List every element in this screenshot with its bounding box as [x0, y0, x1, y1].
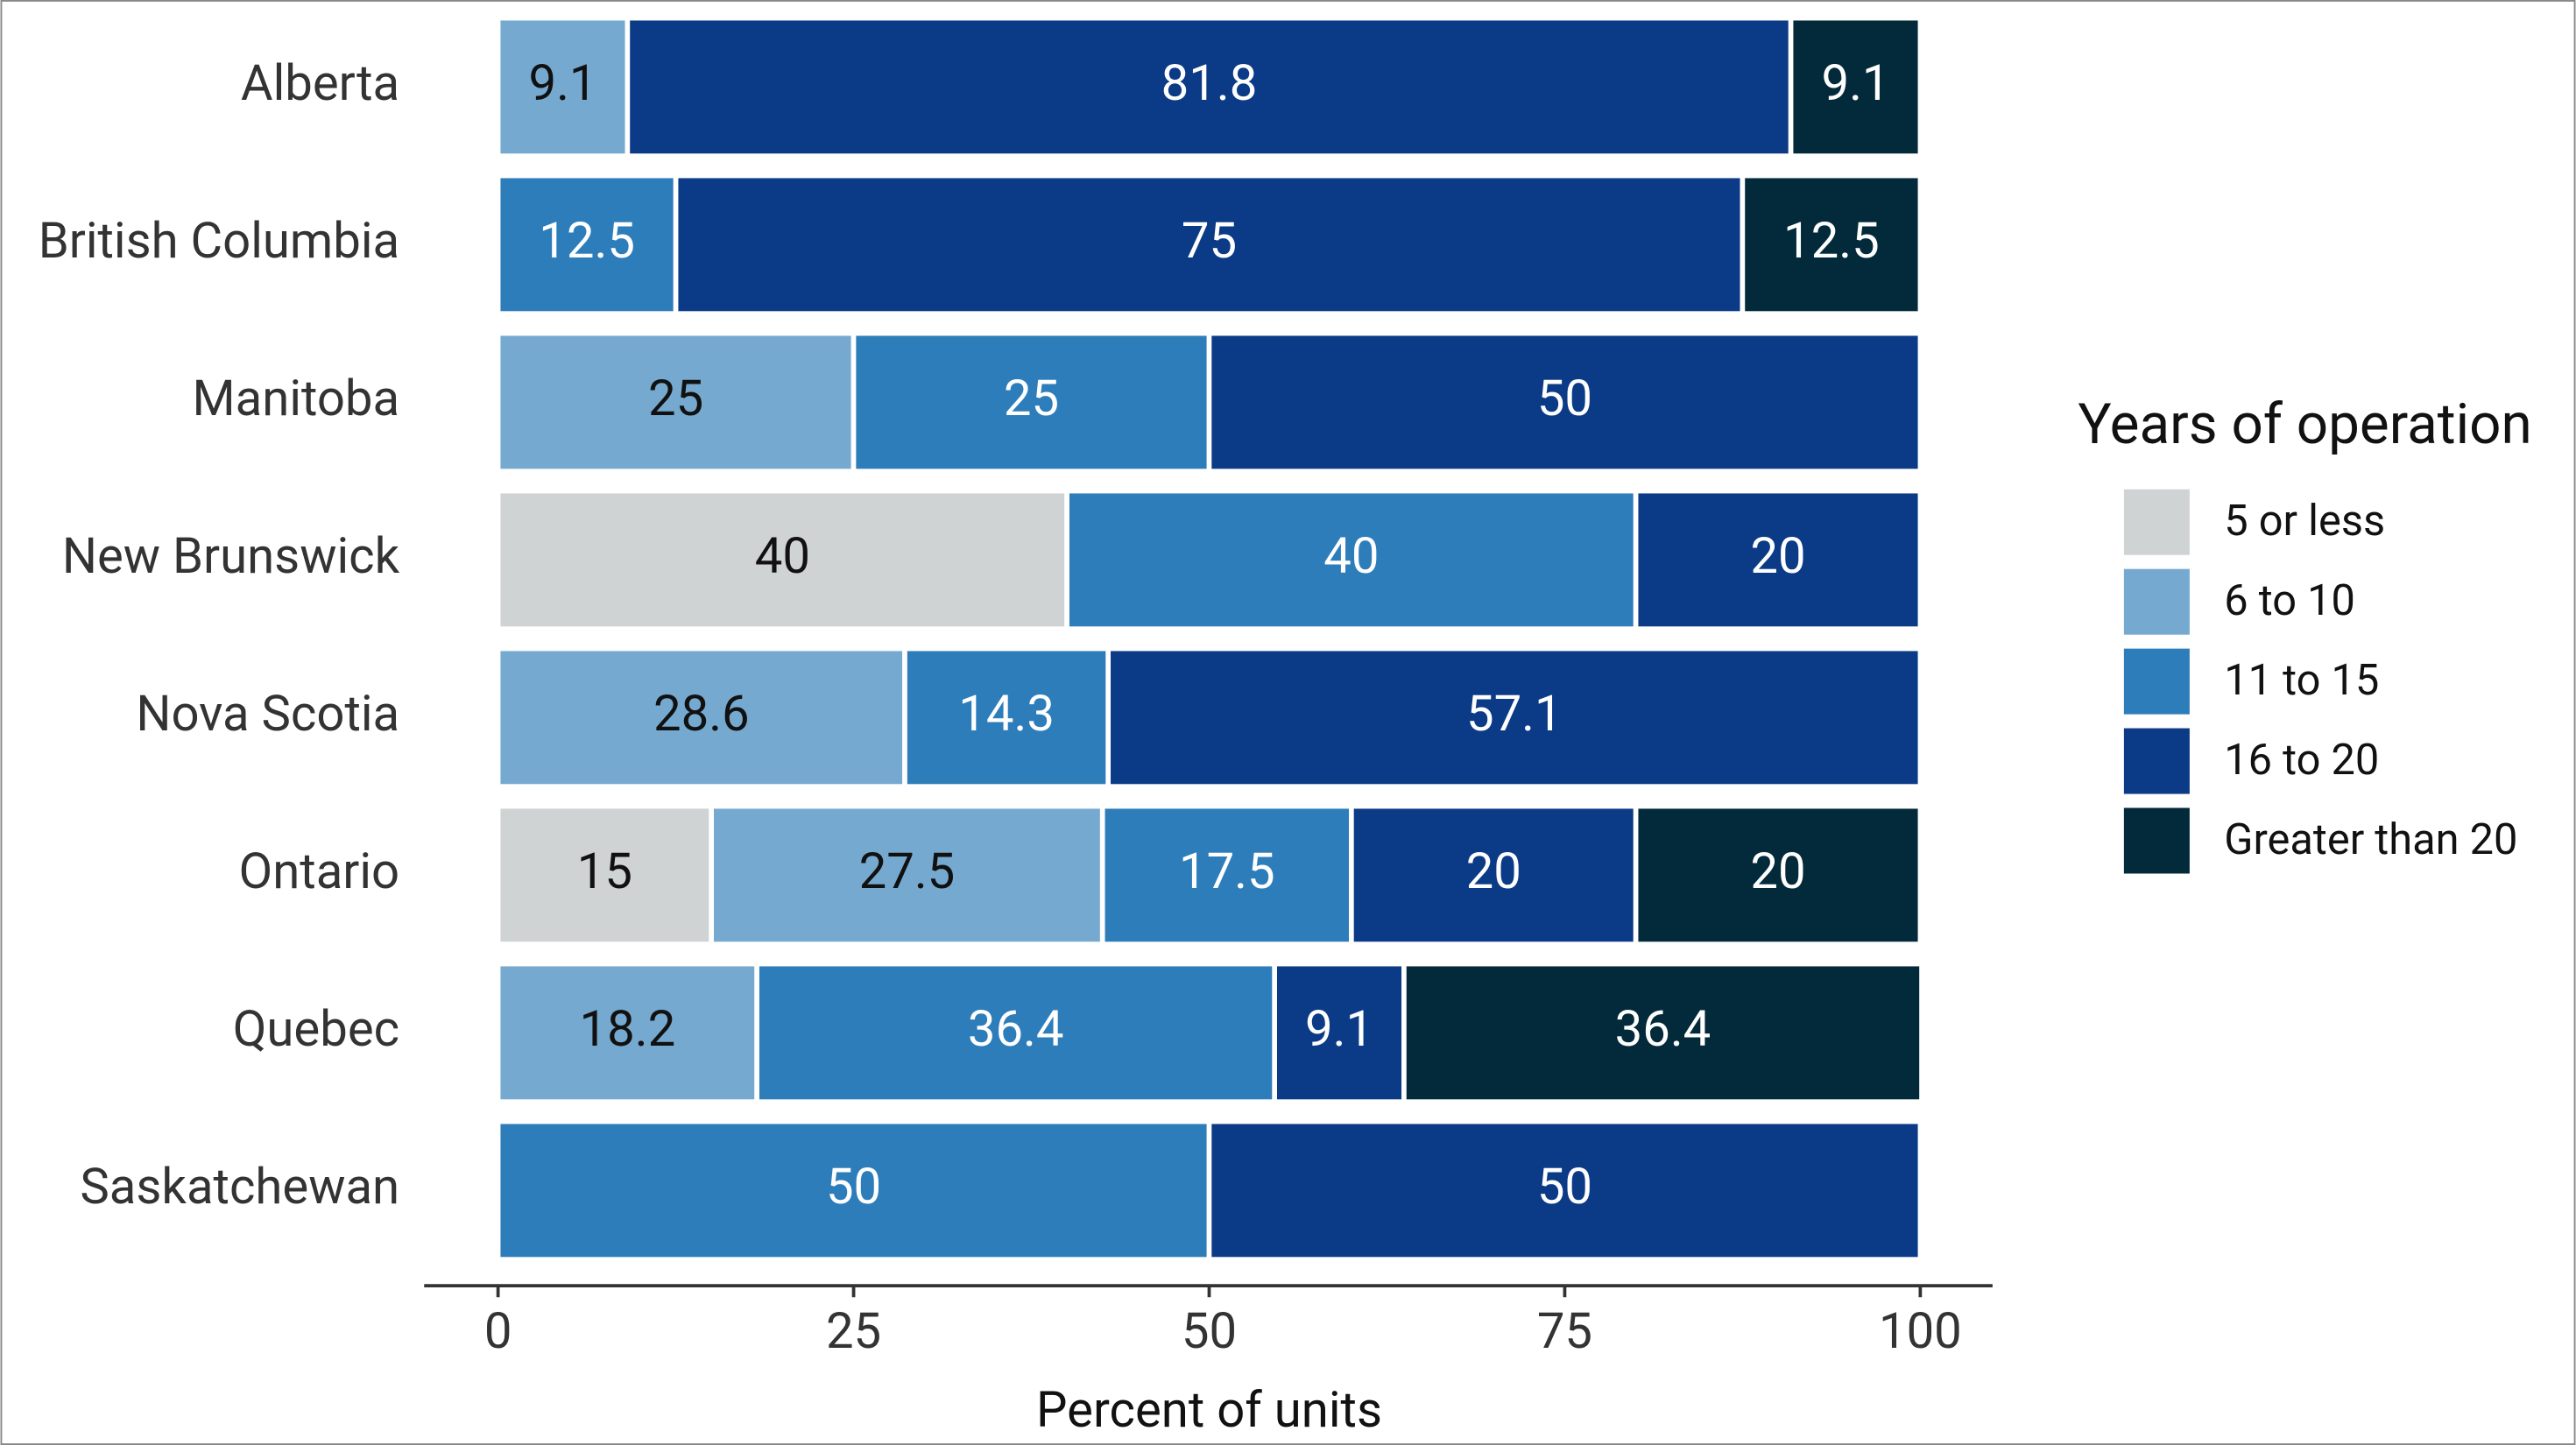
data-label: 25 — [1004, 370, 1059, 427]
data-label: 50 — [826, 1158, 881, 1216]
legend-label: Greater than 20 — [2224, 814, 2517, 864]
bar-segment — [1105, 645, 1923, 789]
legend-key — [2123, 728, 2190, 794]
y-tick-label: Saskatchewan — [80, 1158, 399, 1216]
legend-label: 16 to 20 — [2224, 735, 2379, 785]
bar-segment — [495, 645, 907, 789]
bar-segment — [673, 173, 1746, 316]
y-tick-label: British Columbia — [39, 212, 399, 270]
y-tick-label: Ontario — [239, 842, 400, 900]
y-tick-label: Quebec — [233, 1000, 399, 1058]
data-label: 12.5 — [539, 212, 635, 270]
bar-segment — [495, 1118, 1212, 1262]
bar-segment — [1401, 961, 1924, 1104]
data-label: 12.5 — [1783, 212, 1880, 270]
data-label: 20 — [1466, 842, 1521, 900]
bar-segment — [495, 488, 1069, 631]
x-tick-label: 0 — [484, 1302, 512, 1360]
data-label: 36.4 — [968, 1000, 1064, 1058]
x-tick-label: 50 — [1182, 1302, 1237, 1360]
y-tick-label: Alberta — [241, 54, 399, 112]
data-label: 18.2 — [580, 1000, 676, 1058]
legend-title: Years of operation — [2078, 391, 2531, 457]
y-tick-label: Manitoba — [193, 370, 400, 427]
legend-key — [2123, 568, 2190, 635]
data-label: 81.8 — [1161, 54, 1258, 112]
x-axis-title: Percent of units — [1036, 1381, 1382, 1439]
bar-segment — [754, 961, 1278, 1104]
data-label: 40 — [1323, 527, 1379, 585]
x-tick-label: 100 — [1879, 1302, 1962, 1360]
data-label: 17.5 — [1179, 842, 1275, 900]
data-label: 50 — [1537, 1158, 1592, 1216]
bar-segment — [495, 803, 714, 947]
y-tick-label: New Brunswick — [62, 527, 400, 585]
x-tick-label: 75 — [1537, 1302, 1592, 1360]
legend-label: 5 or less — [2224, 496, 2385, 546]
data-label: 57.1 — [1466, 685, 1563, 743]
bar-segment — [1740, 173, 1923, 316]
data-label: 25 — [648, 370, 703, 427]
bar-segment — [1206, 1118, 1923, 1262]
bar-segment — [850, 330, 1212, 474]
legend-label: 6 to 10 — [2224, 575, 2355, 625]
data-label: 20 — [1750, 527, 1805, 585]
data-label: 36.4 — [1615, 1000, 1711, 1058]
y-tick-label: Nova Scotia — [136, 685, 399, 743]
bar-segment — [1206, 330, 1923, 474]
legend-key — [2123, 807, 2190, 874]
bar-segment — [1064, 488, 1639, 631]
data-label: 50 — [1537, 370, 1592, 427]
legend-label: 11 to 15 — [2224, 655, 2379, 705]
data-label: 75 — [1182, 212, 1237, 270]
legend-key — [2123, 489, 2190, 555]
x-tick-label: 25 — [826, 1302, 881, 1360]
bar-segment — [495, 173, 679, 316]
data-label: 20 — [1750, 842, 1805, 900]
bar-segment — [1633, 488, 1923, 631]
bar-segment — [1788, 15, 1923, 159]
data-label: 14.3 — [958, 685, 1055, 743]
bar-segment — [495, 330, 857, 474]
bar-segment — [709, 803, 1105, 947]
bar-segment — [1633, 803, 1923, 947]
data-label: 40 — [755, 527, 810, 585]
data-label: 9.1 — [528, 54, 596, 112]
data-label: 28.6 — [653, 685, 750, 743]
bar-segment — [1272, 961, 1407, 1104]
data-label: 9.1 — [1821, 54, 1889, 112]
data-label: 27.5 — [859, 842, 956, 900]
legend-key — [2123, 648, 2190, 715]
data-label: 9.1 — [1305, 1000, 1373, 1058]
data-label: 15 — [577, 842, 632, 900]
